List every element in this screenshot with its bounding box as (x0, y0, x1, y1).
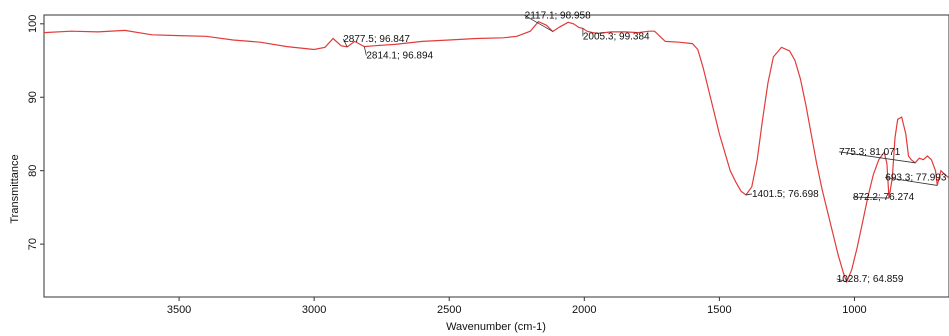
peak-annotation: 872.2; 76.274 (853, 192, 915, 203)
x-tick-label: 3000 (302, 304, 326, 316)
transmittance-line (43, 20, 949, 284)
annotation-leader (836, 278, 847, 283)
annotation-leader (839, 151, 916, 164)
annotation-leader (745, 193, 753, 196)
x-axis: 3500 3000 2500 2000 1500 1000 (167, 297, 867, 316)
annotation-leader (524, 15, 553, 32)
annotation-leader (852, 196, 889, 199)
plot-area (43, 14, 949, 298)
peak-annotation: 693.3; 77.993 (885, 172, 947, 183)
peak-annotation: 1401.5; 76.698 (752, 189, 819, 200)
x-tick-label: 2500 (437, 304, 461, 316)
x-tick-label: 3500 (167, 304, 191, 316)
x-axis-title: Wavenumber (cm-1) (446, 321, 546, 333)
peak-annotation: 2877.5; 96.847 (343, 34, 410, 45)
peak-annotation: 775.3; 81.071 (839, 147, 901, 158)
x-tick-label: 1500 (707, 304, 731, 316)
y-tick-label: 80 (27, 165, 39, 177)
peak-annotation: 1028.7; 64.859 (837, 274, 904, 285)
y-tick-label: 90 (27, 91, 39, 103)
y-axis-title: Transmittance (9, 154, 21, 223)
x-tick-label: 1000 (842, 304, 866, 316)
y-axis: 70 80 90 100 (27, 15, 44, 250)
y-tick-label: 100 (27, 15, 39, 33)
peak-annotation: 2814.1; 96.894 (366, 51, 433, 62)
annotation-leader (342, 38, 348, 48)
annotation-leader (363, 46, 367, 56)
annotation-leader (885, 177, 938, 186)
peak-annotations: 2877.5; 96.847 2814.1; 96.894 2117.1; 98.9… (342, 10, 947, 285)
peak-annotation: 2005.3; 99.384 (583, 31, 650, 42)
y-tick-label: 70 (27, 238, 39, 250)
peak-annotation: 2117.1; 98.958 (525, 10, 591, 21)
x-tick-label: 2000 (572, 304, 596, 316)
